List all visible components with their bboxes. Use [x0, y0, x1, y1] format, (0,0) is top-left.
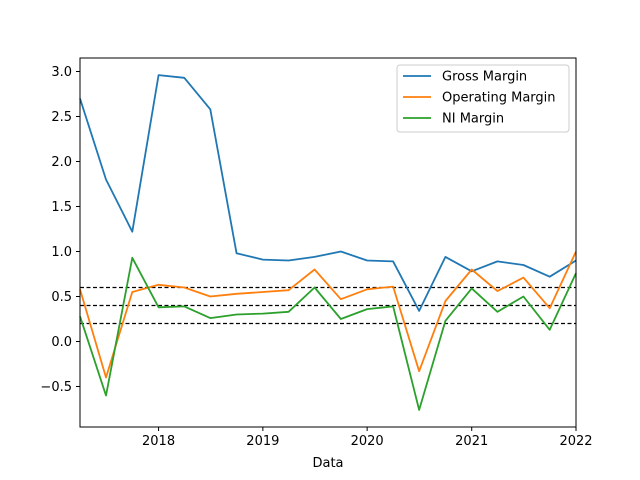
- y-tick-label: 1.0: [51, 245, 72, 260]
- x-axis-label: Data: [312, 456, 343, 471]
- legend: Gross Margin Operating Margin NI Margin: [396, 64, 570, 133]
- y-tick-label: 2.0: [51, 155, 72, 170]
- y-tick-label: 3.0: [51, 65, 72, 80]
- series-line-gross-margin: [79, 74, 577, 312]
- x-axis-ticks: 2018 2019 2020 2021 2022: [142, 427, 593, 449]
- legend-box: [396, 64, 570, 133]
- legend-label: Gross Margin: [442, 70, 527, 85]
- series-line-ni-margin: [79, 256, 577, 411]
- series-line-operating-margin: [79, 251, 577, 379]
- y-tick-label: 0.5: [51, 290, 72, 305]
- x-tick-label: 2021: [455, 434, 488, 449]
- y-tick-label: 1.5: [51, 200, 72, 215]
- y-tick-label: 2.5: [51, 110, 72, 125]
- x-tick-label: 2020: [351, 434, 384, 449]
- y-axis-ticks: −0.5 0.0 0.5 1.0 1.5 2.0 2.5 3.0: [40, 65, 80, 395]
- legend-label: Operating Margin: [442, 91, 556, 106]
- legend-label: NI Margin: [442, 112, 504, 127]
- x-tick-label: 2022: [559, 434, 592, 449]
- series-lines: [79, 74, 577, 411]
- plot-frame: [79, 57, 577, 428]
- y-tick-label: 0.0: [51, 335, 72, 350]
- y-tick-label: −0.5: [40, 380, 72, 395]
- x-tick-label: 2019: [246, 434, 279, 449]
- x-tick-label: 2018: [142, 434, 175, 449]
